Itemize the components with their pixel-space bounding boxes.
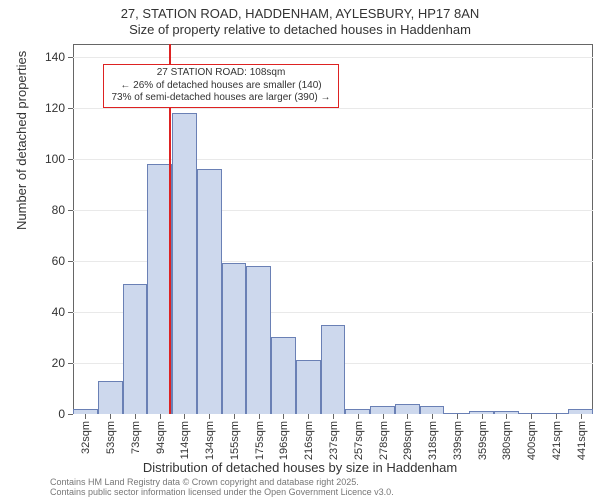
x-tick-mark	[581, 414, 582, 419]
x-tick-label: 53sqm	[105, 421, 117, 454]
histogram-bar	[370, 406, 395, 414]
x-tick-label: 339sqm	[452, 421, 464, 460]
x-tick-mark	[482, 414, 483, 419]
gridline	[73, 159, 593, 161]
x-tick-mark	[506, 414, 507, 419]
x-tick-label: 216sqm	[303, 421, 315, 460]
x-tick-label: 298sqm	[402, 421, 414, 460]
x-tick-mark	[358, 414, 359, 419]
x-tick-mark	[457, 414, 458, 419]
y-tick-label: 20	[33, 356, 65, 370]
histogram-bar	[271, 337, 296, 414]
x-tick-label: 237sqm	[328, 421, 340, 460]
gridline	[73, 57, 593, 59]
histogram-bar	[197, 169, 222, 414]
y-tick-label: 40	[33, 305, 65, 319]
x-tick-mark	[556, 414, 557, 419]
y-tick-label: 140	[33, 50, 65, 64]
title-subtitle: Size of property relative to detached ho…	[0, 22, 600, 37]
footer-line2: Contains public sector information licen…	[50, 488, 394, 498]
histogram-bar	[246, 266, 271, 414]
y-tick-mark	[68, 210, 73, 211]
gridline	[73, 108, 593, 110]
x-tick-mark	[259, 414, 260, 419]
x-tick-label: 32sqm	[80, 421, 92, 454]
x-tick-label: 318sqm	[427, 421, 439, 460]
y-tick-mark	[68, 312, 73, 313]
x-tick-mark	[110, 414, 111, 419]
x-tick-mark	[407, 414, 408, 419]
x-tick-label: 441sqm	[576, 421, 588, 460]
annotation-line: 27 STATION ROAD: 108sqm	[108, 67, 334, 80]
histogram-bar	[420, 406, 445, 414]
x-tick-mark	[160, 414, 161, 419]
x-tick-mark	[383, 414, 384, 419]
histogram-bar	[321, 325, 346, 414]
x-tick-label: 400sqm	[526, 421, 538, 460]
x-tick-label: 175sqm	[254, 421, 266, 460]
y-tick-label: 0	[33, 407, 65, 421]
x-tick-label: 421sqm	[551, 421, 563, 460]
x-tick-label: 257sqm	[353, 421, 365, 460]
annotation-line: 73% of semi-detached houses are larger (…	[108, 92, 334, 105]
x-tick-mark	[135, 414, 136, 419]
x-tick-label: 380sqm	[501, 421, 513, 460]
annotation-line: ← 26% of detached houses are smaller (14…	[108, 80, 334, 93]
x-tick-mark	[209, 414, 210, 419]
y-tick-label: 80	[33, 203, 65, 217]
plot-area: 02040608010012014032sqm53sqm73sqm94sqm11…	[73, 44, 593, 414]
y-tick-label: 120	[33, 101, 65, 115]
x-tick-label: 73sqm	[130, 421, 142, 454]
histogram-bar	[222, 263, 247, 414]
title-address: 27, STATION ROAD, HADDENHAM, AYLESBURY, …	[0, 6, 600, 21]
x-tick-mark	[333, 414, 334, 419]
x-tick-mark	[432, 414, 433, 419]
annotation-box: 27 STATION ROAD: 108sqm← 26% of detached…	[103, 64, 339, 108]
y-tick-mark	[68, 414, 73, 415]
y-tick-mark	[68, 57, 73, 58]
x-tick-label: 196sqm	[278, 421, 290, 460]
x-tick-mark	[531, 414, 532, 419]
x-tick-label: 155sqm	[229, 421, 241, 460]
histogram-bar	[172, 113, 197, 414]
y-tick-mark	[68, 261, 73, 262]
chart-container: 27, STATION ROAD, HADDENHAM, AYLESBURY, …	[0, 0, 600, 500]
y-tick-mark	[68, 363, 73, 364]
footer-attribution: Contains HM Land Registry data © Crown c…	[50, 478, 394, 498]
x-tick-mark	[283, 414, 284, 419]
y-tick-mark	[68, 108, 73, 109]
y-tick-label: 100	[33, 152, 65, 166]
y-tick-mark	[68, 159, 73, 160]
x-tick-mark	[234, 414, 235, 419]
y-axis-label: Number of detached properties	[14, 51, 29, 230]
x-tick-mark	[184, 414, 185, 419]
histogram-bar	[296, 360, 321, 414]
x-tick-label: 114sqm	[179, 421, 191, 459]
x-tick-mark	[308, 414, 309, 419]
x-tick-label: 134sqm	[204, 421, 216, 460]
histogram-bar	[395, 404, 420, 414]
y-tick-label: 60	[33, 254, 65, 268]
x-tick-label: 278sqm	[378, 421, 390, 460]
x-tick-label: 94sqm	[155, 421, 167, 454]
x-axis-label: Distribution of detached houses by size …	[0, 460, 600, 475]
histogram-bar	[123, 284, 148, 414]
histogram-bar	[98, 381, 123, 414]
x-tick-mark	[85, 414, 86, 419]
x-tick-label: 359sqm	[477, 421, 489, 460]
